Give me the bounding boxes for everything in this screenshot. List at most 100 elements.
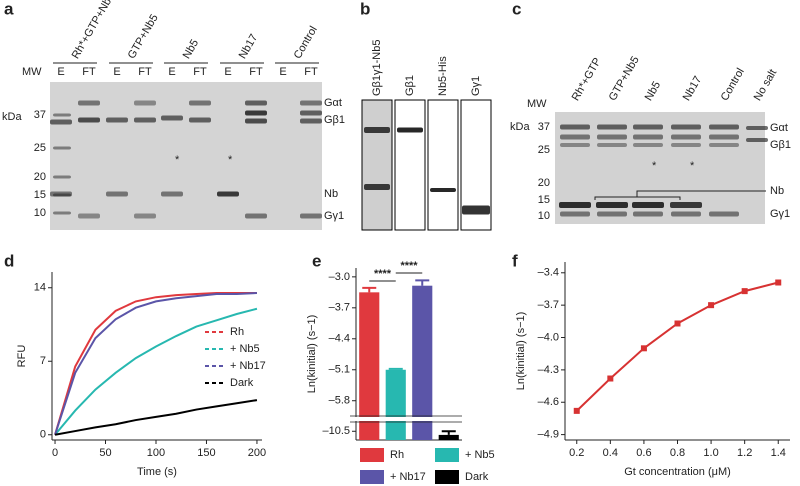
gel-band	[559, 202, 591, 208]
point	[741, 288, 748, 295]
gel-band	[633, 134, 663, 140]
gel-band	[709, 143, 739, 147]
gel-band	[189, 117, 211, 123]
gel-band	[217, 191, 239, 197]
lane-label: FT	[82, 66, 96, 78]
gel-band	[746, 126, 768, 130]
gel-band	[671, 134, 701, 140]
legend-label: + Nb17	[230, 360, 266, 372]
bar	[412, 285, 433, 440]
band-label: Gαt	[770, 122, 788, 134]
gel-bands	[50, 100, 768, 219]
bar	[438, 434, 459, 440]
legend-swatch	[360, 448, 384, 462]
lane-label: FT	[304, 66, 318, 78]
lane-label: Nb5-His	[437, 56, 449, 96]
gel-band	[633, 211, 663, 217]
point	[573, 407, 580, 414]
gel-band	[560, 134, 590, 140]
lane-label: E	[279, 66, 286, 78]
gel-band	[596, 202, 628, 208]
lane-group-label: Nb17	[237, 32, 261, 61]
lane-group-label: GTP+Nb5	[126, 12, 161, 61]
gel-band	[300, 110, 322, 116]
gel-band	[709, 211, 739, 217]
mw-label: MW	[22, 66, 42, 78]
mw-marker: 37	[538, 121, 550, 133]
error-bar	[441, 430, 456, 435]
y-tick-label: –4.3	[538, 364, 559, 376]
series-line	[576, 281, 779, 412]
y-axis-label: RFU	[16, 345, 28, 368]
lane-label: No salt	[752, 67, 780, 103]
panel-letter: f	[512, 251, 518, 270]
error-bar	[388, 367, 403, 370]
series-line	[54, 307, 258, 436]
gel-band	[78, 100, 100, 106]
lane-label: FT	[249, 66, 263, 78]
nb-bracket	[594, 190, 766, 200]
gel-band	[50, 191, 72, 197]
error-bar	[415, 279, 430, 286]
y-tick-label: –4.9	[538, 429, 559, 441]
mw-marker: 37	[34, 109, 46, 121]
gel-band	[430, 188, 456, 192]
bar	[385, 369, 406, 440]
series-line	[54, 292, 258, 436]
x-tick-label: 1.0	[703, 447, 718, 459]
point	[775, 279, 782, 286]
x-tick-label: 50	[99, 447, 111, 459]
unit-label: kDa	[2, 111, 22, 123]
legend-swatch	[435, 470, 459, 484]
legend-label: Rh	[390, 449, 404, 461]
lane-label: E	[113, 66, 120, 78]
point	[674, 320, 681, 327]
point	[708, 302, 715, 309]
gel-band	[364, 127, 390, 133]
gel-band	[709, 134, 739, 140]
gel-band	[53, 175, 71, 179]
x-tick-label: 0.2	[569, 447, 584, 459]
lane-group-label: Rh*+GTP+Nb5	[70, 0, 117, 61]
gel-band	[161, 191, 183, 197]
panel-letter: d	[4, 251, 14, 270]
mw-marker: 10	[538, 210, 550, 222]
y-tick-label: –4.0	[538, 331, 559, 343]
gel-band	[300, 100, 322, 106]
lane-label: Nb5	[643, 79, 663, 102]
gel-band	[632, 202, 664, 208]
gel-band	[245, 213, 267, 219]
gel-band	[670, 202, 702, 208]
gel-band	[300, 213, 322, 219]
gel-band	[245, 110, 267, 116]
gel-band	[709, 124, 739, 130]
gel-band	[597, 211, 627, 217]
gel-band	[245, 100, 267, 106]
gel-band	[560, 143, 590, 147]
legend-label: + Nb5	[230, 343, 260, 355]
unit-label: kDa	[510, 121, 530, 133]
series-line	[54, 292, 257, 436]
lane-label: E	[224, 66, 231, 78]
gel-band	[300, 118, 322, 124]
asterisk: *	[652, 160, 657, 172]
x-tick-label: 150	[197, 447, 215, 459]
gel-b-lane	[394, 99, 426, 231]
band-label: Gγ1	[324, 210, 344, 222]
x-tick-label: 0.8	[670, 447, 685, 459]
gel-band	[106, 191, 128, 197]
asterisk: *	[228, 154, 233, 166]
x-axis-label: Time (s)	[137, 466, 177, 478]
gel-band	[53, 113, 71, 117]
x-tick-label: 1.2	[737, 447, 752, 459]
x-axis-label: Gt concentration (μM)	[624, 466, 731, 478]
axis-break-mark	[350, 415, 462, 423]
gel-band	[671, 124, 701, 130]
lane-group-label: Nb5	[181, 37, 201, 60]
point	[640, 345, 647, 352]
y-tick-label: –5.8	[329, 395, 350, 407]
legend-label: Rh	[230, 326, 244, 338]
legend-swatch	[435, 448, 459, 462]
x-tick-label: 1.4	[771, 447, 786, 459]
y-axis-label: Ln(kinitial) (s−1)	[306, 315, 318, 394]
